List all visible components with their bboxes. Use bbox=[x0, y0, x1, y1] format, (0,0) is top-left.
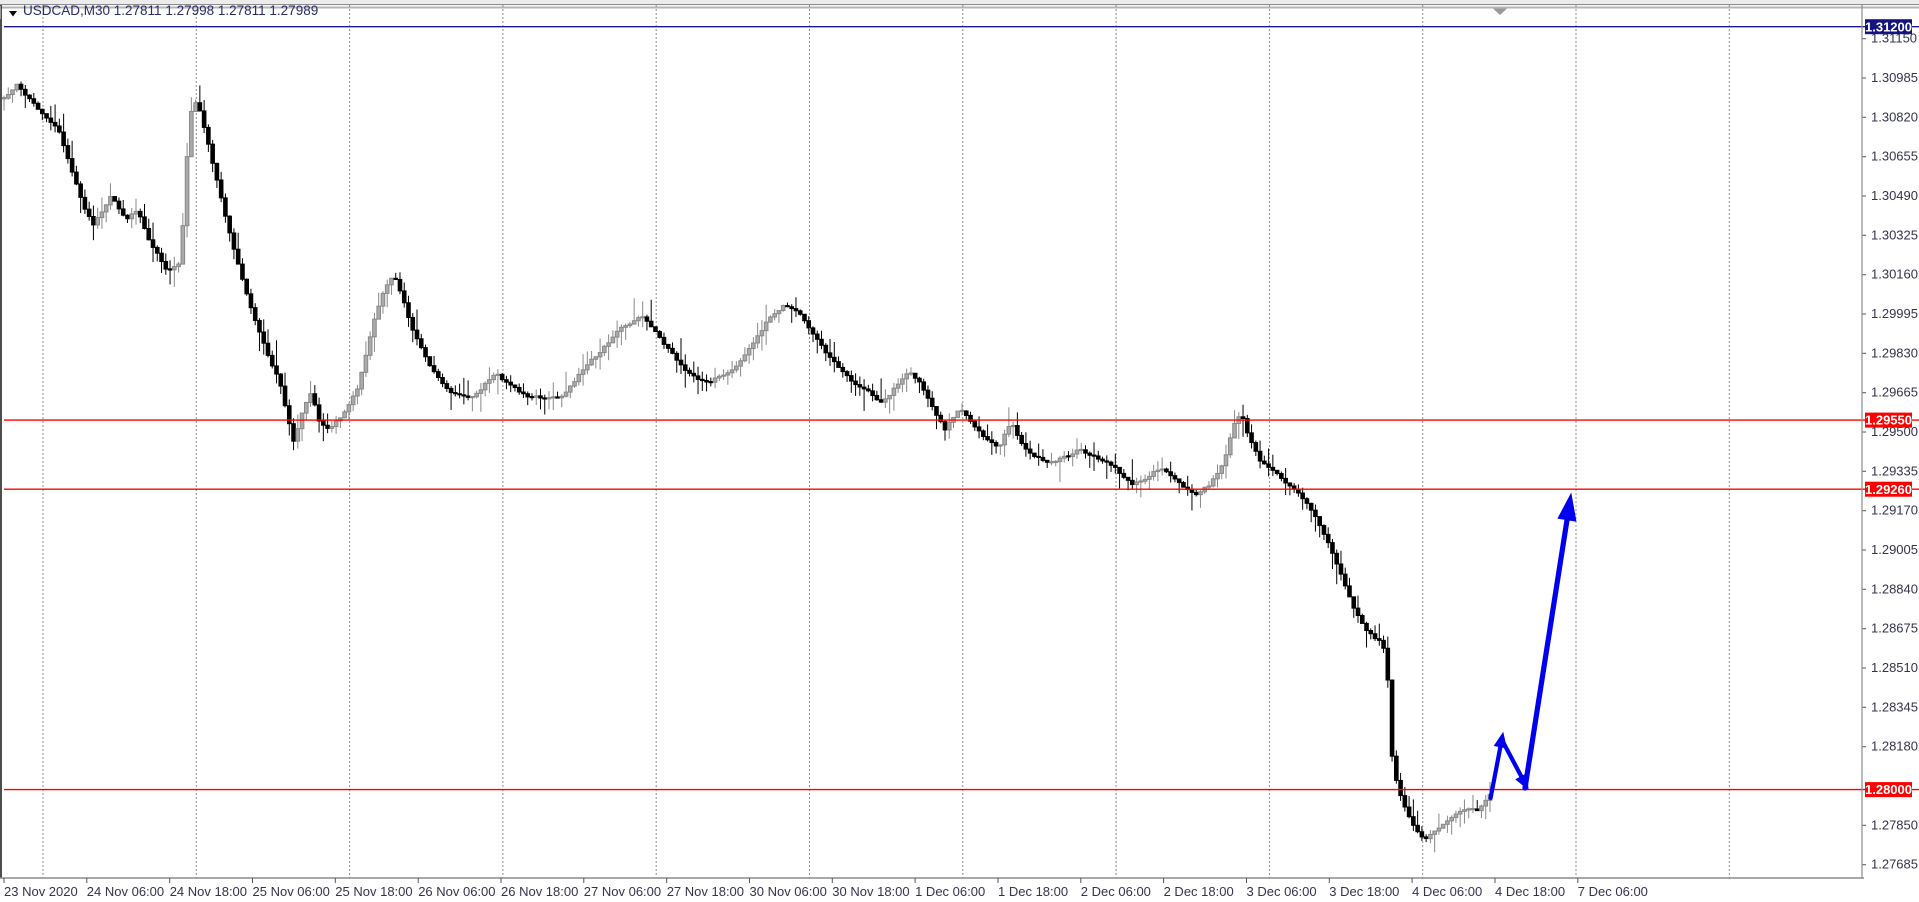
svg-text:3 Dec 06:00: 3 Dec 06:00 bbox=[1247, 884, 1317, 899]
svg-text:30 Nov 06:00: 30 Nov 06:00 bbox=[750, 884, 827, 899]
svg-text:1.28345: 1.28345 bbox=[1871, 699, 1918, 714]
svg-text:USDCAD,M30 1.27811 1.27998 1: USDCAD,M30 1.27811 1.27998 1.27811 1.279… bbox=[23, 3, 318, 18]
svg-text:1.30490: 1.30490 bbox=[1871, 188, 1918, 203]
svg-text:1.29005: 1.29005 bbox=[1871, 542, 1918, 557]
svg-text:2 Dec 06:00: 2 Dec 06:00 bbox=[1081, 884, 1151, 899]
svg-text:26 Nov 06:00: 26 Nov 06:00 bbox=[418, 884, 495, 899]
svg-text:1.31200: 1.31200 bbox=[1865, 19, 1912, 34]
svg-text:24 Nov 06:00: 24 Nov 06:00 bbox=[87, 884, 164, 899]
svg-text:1 Dec 06:00: 1 Dec 06:00 bbox=[915, 884, 985, 899]
svg-text:1.30325: 1.30325 bbox=[1871, 227, 1918, 242]
svg-text:1.29335: 1.29335 bbox=[1871, 463, 1918, 478]
svg-text:1.28510: 1.28510 bbox=[1871, 660, 1918, 675]
svg-text:1.27685: 1.27685 bbox=[1871, 857, 1918, 872]
svg-text:1.28675: 1.28675 bbox=[1871, 621, 1918, 636]
svg-text:27 Nov 18:00: 27 Nov 18:00 bbox=[667, 884, 744, 899]
svg-text:1.27850: 1.27850 bbox=[1871, 817, 1918, 832]
svg-text:24 Nov 18:00: 24 Nov 18:00 bbox=[170, 884, 247, 899]
svg-text:1.30160: 1.30160 bbox=[1871, 267, 1918, 282]
svg-text:4 Dec 06:00: 4 Dec 06:00 bbox=[1412, 884, 1482, 899]
svg-text:1.30985: 1.30985 bbox=[1871, 70, 1918, 85]
svg-text:1.29550: 1.29550 bbox=[1865, 413, 1912, 428]
svg-text:1.29665: 1.29665 bbox=[1871, 385, 1918, 400]
svg-text:26 Nov 18:00: 26 Nov 18:00 bbox=[501, 884, 578, 899]
svg-text:25 Nov 06:00: 25 Nov 06:00 bbox=[253, 884, 330, 899]
svg-text:1.28180: 1.28180 bbox=[1871, 739, 1918, 754]
svg-text:25 Nov 18:00: 25 Nov 18:00 bbox=[335, 884, 412, 899]
svg-text:1.29260: 1.29260 bbox=[1865, 482, 1912, 497]
svg-text:4 Dec 18:00: 4 Dec 18:00 bbox=[1495, 884, 1565, 899]
svg-text:1.28000: 1.28000 bbox=[1865, 782, 1912, 797]
svg-text:7 Dec 06:00: 7 Dec 06:00 bbox=[1578, 884, 1648, 899]
svg-text:1.29830: 1.29830 bbox=[1871, 345, 1918, 360]
svg-text:1.30655: 1.30655 bbox=[1871, 149, 1918, 164]
svg-text:1 Dec 18:00: 1 Dec 18:00 bbox=[998, 884, 1068, 899]
svg-text:30 Nov 18:00: 30 Nov 18:00 bbox=[832, 884, 909, 899]
svg-text:1.29170: 1.29170 bbox=[1871, 503, 1918, 518]
svg-text:1.29995: 1.29995 bbox=[1871, 306, 1918, 321]
svg-text:2 Dec 18:00: 2 Dec 18:00 bbox=[1164, 884, 1234, 899]
svg-text:1.30820: 1.30820 bbox=[1871, 109, 1918, 124]
svg-text:23 Nov 2020: 23 Nov 2020 bbox=[4, 884, 78, 899]
svg-text:3 Dec 18:00: 3 Dec 18:00 bbox=[1329, 884, 1399, 899]
svg-text:27 Nov 06:00: 27 Nov 06:00 bbox=[584, 884, 661, 899]
svg-text:1.28840: 1.28840 bbox=[1871, 581, 1918, 596]
